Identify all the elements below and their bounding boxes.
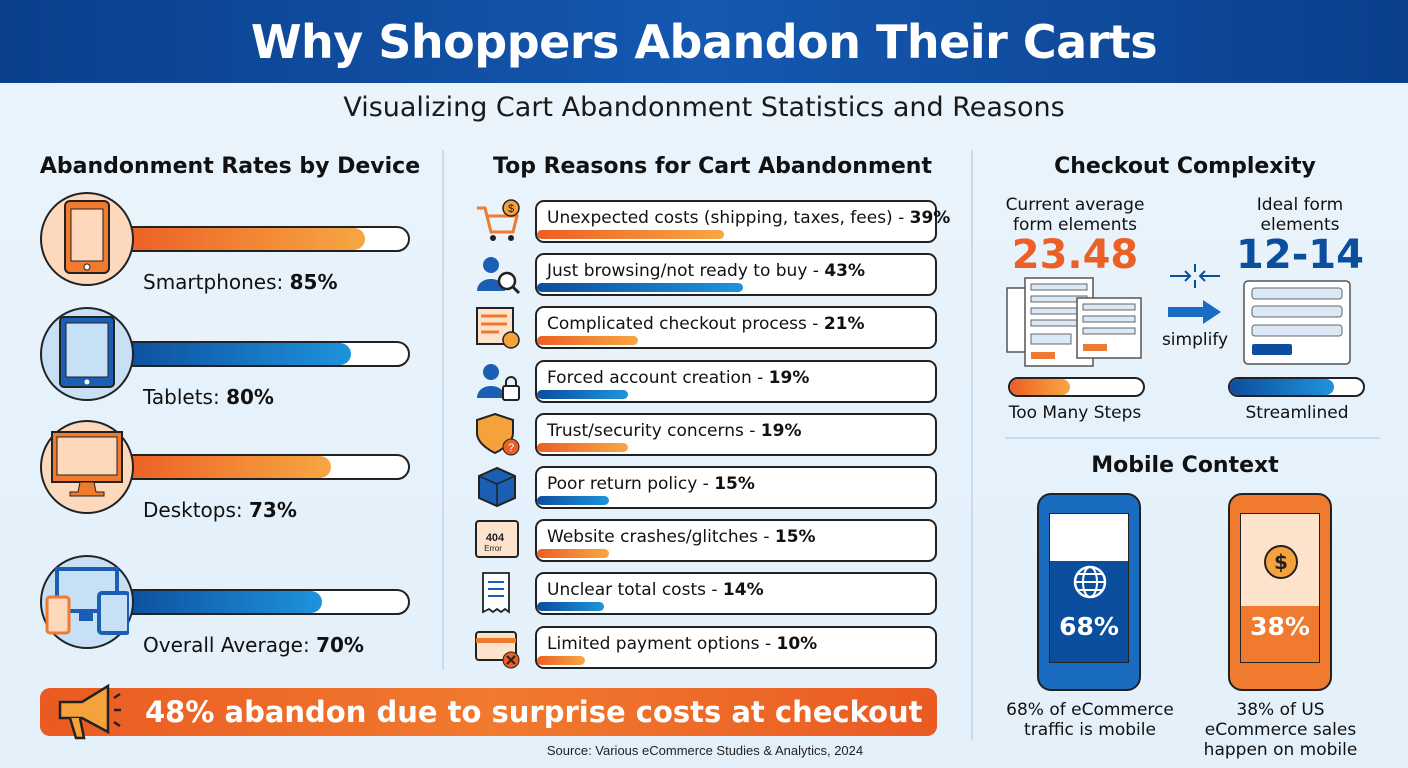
reason-item: Forced account creation - 19% bbox=[535, 360, 937, 403]
reason-label: Limited payment options - 10% bbox=[547, 634, 818, 654]
reason-label: Website crashes/glitches - 15% bbox=[547, 527, 816, 547]
current-form-label: Current average form elements bbox=[1005, 195, 1145, 235]
form-clock-icon bbox=[472, 304, 522, 350]
reason-item: Unclear total costs - 14% bbox=[535, 572, 937, 615]
reason-item: Trust/security concerns - 19% bbox=[535, 413, 937, 456]
globe-icon bbox=[1073, 565, 1107, 599]
traffic-phone: 68% bbox=[1037, 493, 1141, 691]
device-bar-3 bbox=[120, 589, 410, 615]
simple-form-icon bbox=[1243, 280, 1351, 365]
svg-text:?: ? bbox=[508, 442, 514, 454]
device-bar-fill bbox=[122, 456, 331, 478]
reason-bar bbox=[537, 549, 609, 558]
user-lock-icon bbox=[472, 358, 522, 404]
traffic-value: 68% bbox=[1059, 612, 1119, 641]
traffic-caption: 68% of eCommerce traffic is mobile bbox=[1006, 700, 1174, 740]
svg-text:Error: Error bbox=[484, 544, 502, 553]
reason-item: Website crashes/glitches - 15% bbox=[535, 519, 937, 562]
device-bar-0 bbox=[120, 226, 410, 252]
device-bar-fill bbox=[122, 591, 323, 613]
sales-value: 38% bbox=[1250, 612, 1310, 641]
divider bbox=[1005, 437, 1380, 439]
reason-item: Just browsing/not ready to buy - 43% bbox=[535, 253, 937, 296]
source-note: Source: Various eCommerce Studies & Anal… bbox=[546, 743, 864, 758]
sales-phone: $ 38% bbox=[1228, 493, 1332, 691]
device-icon-circle bbox=[40, 307, 134, 401]
reason-item: Unexpected costs (shipping, taxes, fees)… bbox=[535, 200, 950, 243]
receipt-icon bbox=[472, 570, 522, 616]
reason-bar bbox=[537, 230, 724, 239]
complex-forms-icon bbox=[1006, 277, 1142, 367]
device-label: Tablets: 80% bbox=[143, 385, 274, 409]
reason-label: Unexpected costs (shipping, taxes, fees)… bbox=[547, 208, 951, 228]
device-label: Overall Average: 70% bbox=[143, 633, 364, 657]
ideal-form-label: Ideal form elements bbox=[1256, 195, 1344, 235]
divider bbox=[971, 150, 973, 740]
smartphone-icon bbox=[62, 199, 112, 280]
device-label: Smartphones: 85% bbox=[143, 270, 338, 294]
svg-text:$: $ bbox=[508, 203, 514, 215]
sales-caption: 38% of US eCommerce sales happen on mobi… bbox=[1203, 700, 1358, 760]
reason-label: Poor return policy - 15% bbox=[547, 474, 755, 494]
device-bar-fill bbox=[122, 228, 366, 250]
device-icon-circle bbox=[40, 555, 134, 649]
reason-item: Poor return policy - 15% bbox=[535, 466, 937, 509]
device-bar-2 bbox=[120, 454, 410, 480]
shield-lock-icon: ? bbox=[472, 411, 522, 457]
reason-bar bbox=[537, 602, 605, 611]
reason-label: Complicated checkout process - 21% bbox=[547, 314, 865, 334]
device-icon-circle bbox=[40, 192, 134, 286]
mobile-title: Mobile Context bbox=[1091, 453, 1279, 478]
cart-dollar-icon: $ bbox=[472, 198, 522, 244]
reason-bar bbox=[537, 283, 744, 292]
reason-bar bbox=[537, 336, 638, 345]
user-search-icon bbox=[472, 251, 522, 297]
too-many-steps-bar bbox=[1008, 377, 1145, 397]
reasons-title: Top Reasons for Cart Abandonment bbox=[493, 154, 932, 179]
reason-bar bbox=[537, 496, 609, 505]
ideal-form-value: 12-14 bbox=[1236, 232, 1364, 278]
streamlined-bar bbox=[1228, 377, 1365, 397]
svg-text:$: $ bbox=[1274, 550, 1288, 574]
multi-device-icon bbox=[45, 565, 131, 640]
page-title: Why Shoppers Abandon Their Carts bbox=[250, 14, 1158, 69]
reason-item: Limited payment options - 10% bbox=[535, 626, 937, 669]
reason-bar bbox=[537, 390, 629, 399]
device-label: Desktops: 73% bbox=[143, 498, 297, 522]
reason-bar bbox=[537, 443, 629, 452]
reason-bar bbox=[537, 656, 585, 665]
dollar-coin-icon: $ bbox=[1264, 545, 1298, 579]
divider bbox=[442, 150, 444, 670]
reason-label: Just browsing/not ready to buy - 43% bbox=[547, 261, 866, 281]
streamlined-label: Streamlined bbox=[1245, 403, 1349, 423]
return-box-icon bbox=[472, 464, 522, 510]
device-bar-fill bbox=[122, 343, 351, 365]
error-404-icon: 404 Error bbox=[472, 517, 522, 563]
credit-card-x-icon bbox=[472, 624, 522, 670]
key-stat-banner: 48% abandon due to surprise costs at che… bbox=[40, 688, 937, 736]
current-form-value: 23.48 bbox=[1011, 232, 1139, 278]
device-bar-1 bbox=[120, 341, 410, 367]
svg-text:404: 404 bbox=[486, 532, 505, 544]
device-icon-circle bbox=[40, 420, 134, 514]
devices-title: Abandonment Rates by Device bbox=[39, 154, 421, 179]
reason-label: Trust/security concerns - 19% bbox=[547, 421, 802, 441]
too-many-steps-label: Too Many Steps bbox=[1008, 403, 1142, 423]
banner-text: 48% abandon due to surprise costs at che… bbox=[145, 695, 923, 729]
page-subtitle: Visualizing Cart Abandonment Statistics … bbox=[343, 92, 1065, 123]
megaphone-icon bbox=[58, 683, 121, 740]
header-banner: Why Shoppers Abandon Their Carts bbox=[0, 0, 1408, 83]
reason-label: Forced account creation - 19% bbox=[547, 368, 810, 388]
checkout-title: Checkout Complexity bbox=[1054, 154, 1316, 179]
compress-arrow-icon bbox=[1168, 264, 1221, 324]
tablet-icon bbox=[58, 315, 116, 394]
simplify-label: simplify bbox=[1161, 330, 1229, 350]
reason-label: Unclear total costs - 14% bbox=[547, 580, 764, 600]
desktop-icon bbox=[50, 430, 124, 505]
reason-item: Complicated checkout process - 21% bbox=[535, 306, 937, 349]
